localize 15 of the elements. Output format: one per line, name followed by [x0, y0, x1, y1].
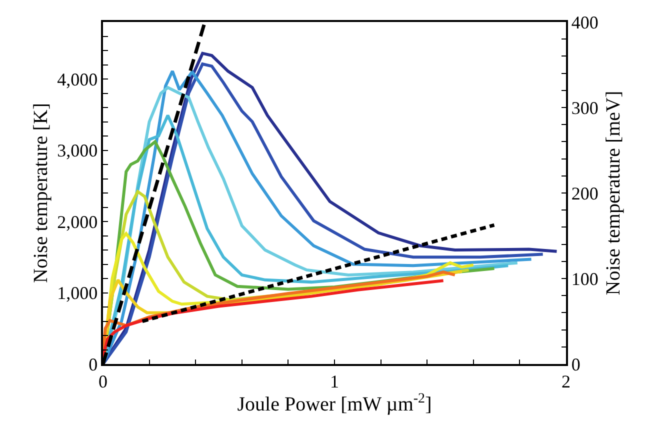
- y2-tick-label: 0: [571, 354, 580, 374]
- y2-tick-label: 100: [571, 268, 598, 289]
- y2-tick-label: 400: [571, 12, 598, 32]
- y-tick-label: 3,000: [57, 140, 98, 161]
- y-tick-label: 1,000: [57, 283, 98, 304]
- x-tick-label: 1: [330, 371, 339, 392]
- y2-tick-label: 200: [571, 183, 598, 204]
- x-tick-label: 2: [562, 371, 570, 392]
- y2-axis-title: Noise temperature [meV]: [602, 90, 624, 296]
- y-axis-title: Noise temperature [K]: [30, 103, 52, 283]
- y-tick-label: 0: [88, 354, 98, 374]
- y-tick-label: 4,000: [57, 69, 98, 90]
- y2-tick-label: 300: [571, 98, 598, 118]
- y-tick-label: 2,000: [57, 212, 98, 232]
- x-axis-title: Joule Power [mW µm$^{-2}$]: [237, 391, 432, 416]
